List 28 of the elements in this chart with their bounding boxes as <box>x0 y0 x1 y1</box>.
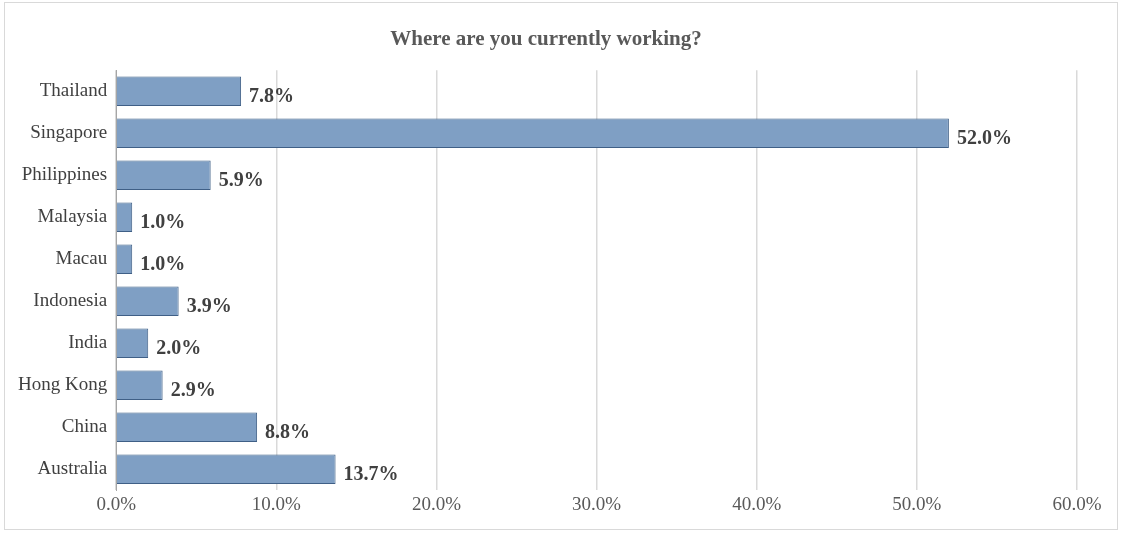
data-label: 13.7% <box>343 462 399 485</box>
y-tick-label: Singapore <box>30 121 108 143</box>
data-label: 3.9% <box>186 294 232 317</box>
data-label: 8.8% <box>265 420 311 443</box>
y-tick-label: China <box>61 415 108 437</box>
data-label: 1.0% <box>140 210 186 233</box>
data-label: 7.8% <box>249 84 295 107</box>
y-tick-label: Malaysia <box>37 205 108 227</box>
data-label: 1.0% <box>140 252 186 275</box>
y-tick-label: Hong Kong <box>17 373 108 395</box>
y-tick-label: Indonesia <box>33 289 108 311</box>
y-tick-label: Philippines <box>21 163 108 185</box>
data-label: 5.9% <box>218 168 264 191</box>
y-tick-label: India <box>68 331 108 353</box>
x-tick-label: 60.0% <box>1052 492 1102 514</box>
chart-title: Where are you currently working? <box>390 26 702 51</box>
y-tick-label: Macau <box>55 247 108 269</box>
x-tick-label: 10.0% <box>251 492 302 514</box>
data-label: 52.0% <box>956 126 1012 149</box>
data-label: 2.9% <box>170 378 216 401</box>
x-tick-label: 30.0% <box>572 492 622 514</box>
x-tick-label: 20.0% <box>411 492 462 514</box>
y-tick-label: Australia <box>37 457 108 479</box>
data-label: 2.0% <box>156 336 202 359</box>
x-tick-label: 40.0% <box>732 492 782 514</box>
y-tick-label: Thailand <box>39 79 108 101</box>
x-tick-label: 50.0% <box>892 492 942 514</box>
x-tick-label: 0.0% <box>96 492 137 514</box>
